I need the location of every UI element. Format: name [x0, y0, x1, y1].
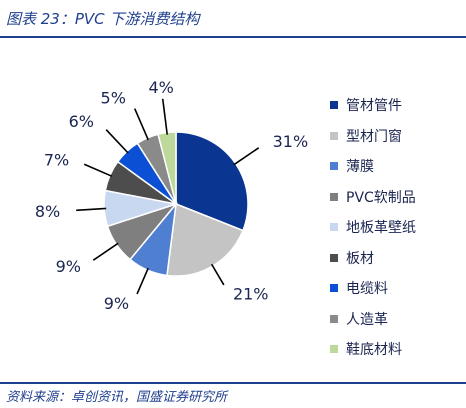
legend-label: 地板革壁纸: [346, 220, 416, 237]
data-label-3: 9%: [104, 294, 129, 313]
data-labels: 31% 21% 9% 9% 8% 7% 6% 5% 4%: [35, 78, 308, 313]
pie-chart: 31% 21% 9% 9% 8% 7% 6% 5% 4%: [35, 78, 308, 313]
data-label-5: 8%: [35, 202, 60, 221]
legend-label: 鞋底材料: [346, 342, 402, 359]
legend-label: 管材管件: [346, 98, 402, 115]
leader-line-3: [136, 267, 149, 295]
chart-legend: 管材管件型材门窗薄膜 PVC软制品 地板革壁纸板材电缆料人造革鞋底材料: [330, 90, 462, 365]
source-divider: [0, 382, 466, 384]
legend-swatch: [330, 223, 338, 232]
leader-line-6: [83, 163, 113, 177]
leader-line-2: [210, 263, 225, 286]
data-label-6: 7%: [44, 151, 69, 170]
data-label-1: 31%: [273, 132, 309, 151]
legend-swatch: [330, 253, 338, 262]
legend-item-5: 地板革壁纸: [330, 212, 462, 243]
data-label-9: 4%: [149, 78, 174, 97]
legend-label: 板材: [346, 250, 374, 267]
legend-label: 型材门窗: [346, 128, 402, 145]
data-label-2: 21%: [233, 285, 269, 304]
legend-label: 薄膜: [346, 159, 374, 176]
legend-item-1: 管材管件: [330, 90, 462, 121]
legend-swatch: [330, 284, 338, 293]
legend-swatch: [330, 192, 338, 201]
leader-line-9: [161, 98, 169, 135]
legend-label: 人造革: [346, 311, 388, 328]
data-label-8: 5%: [101, 89, 126, 108]
pie-slices: [103, 131, 249, 277]
legend-item-3: 薄膜: [330, 151, 462, 182]
legend-label: PVC软制品: [346, 189, 416, 206]
leader-line-5: [76, 207, 107, 212]
legend-item-6: 板材: [330, 243, 462, 274]
leader-line-8: [133, 108, 149, 141]
leader-line-7: [105, 129, 129, 154]
legend-swatch: [330, 101, 338, 110]
legend-swatch: [330, 314, 338, 323]
legend-item-4: PVC软制品: [330, 182, 462, 213]
leader-lines: [76, 98, 260, 295]
chart-title: 图表 23：PVC 下游消费结构: [6, 10, 200, 28]
legend-label: 电缆料: [346, 281, 388, 298]
data-label-4: 9%: [56, 257, 81, 276]
leader-line-4: [92, 242, 119, 261]
data-label-7: 6%: [69, 112, 94, 131]
legend-swatch: [330, 345, 338, 354]
legend-item-8: 人造革: [330, 304, 462, 335]
legend-item-2: 型材门窗: [330, 121, 462, 152]
legend-item-9: 鞋底材料: [330, 334, 462, 365]
legend-swatch: [330, 162, 338, 171]
title-divider: [0, 36, 466, 38]
source-note: 资料来源：卓创资讯，国盛证券研究所: [6, 390, 228, 405]
legend-item-7: 电缆料: [330, 273, 462, 304]
leader-line-1: [233, 147, 260, 166]
legend-swatch: [330, 131, 338, 140]
